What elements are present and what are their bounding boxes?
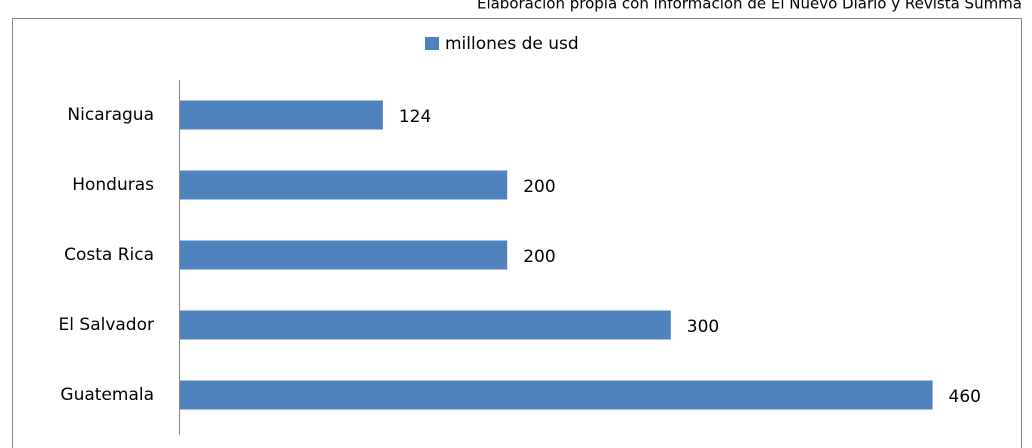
bar: [180, 100, 383, 130]
y-tick-label: Honduras: [72, 175, 154, 195]
chart-frame: [12, 18, 1022, 448]
y-tick-label: El Salvador: [59, 315, 154, 335]
data-label: 200: [523, 247, 555, 267]
bar: [180, 240, 508, 270]
bar: [180, 310, 671, 340]
data-label: 124: [399, 107, 431, 127]
data-label: 300: [687, 317, 719, 337]
legend-swatch: [425, 37, 439, 50]
bar: [180, 380, 933, 410]
source-note: Elaboración propia con información de El…: [477, 0, 1022, 13]
y-tick-label: Nicaragua: [67, 105, 154, 125]
legend-label: millones de usd: [445, 34, 579, 54]
data-label: 200: [523, 177, 555, 197]
data-label: 460: [949, 387, 981, 407]
y-tick-label: Guatemala: [60, 385, 154, 405]
y-tick-label: Costa Rica: [64, 245, 154, 265]
bar: [180, 170, 508, 200]
